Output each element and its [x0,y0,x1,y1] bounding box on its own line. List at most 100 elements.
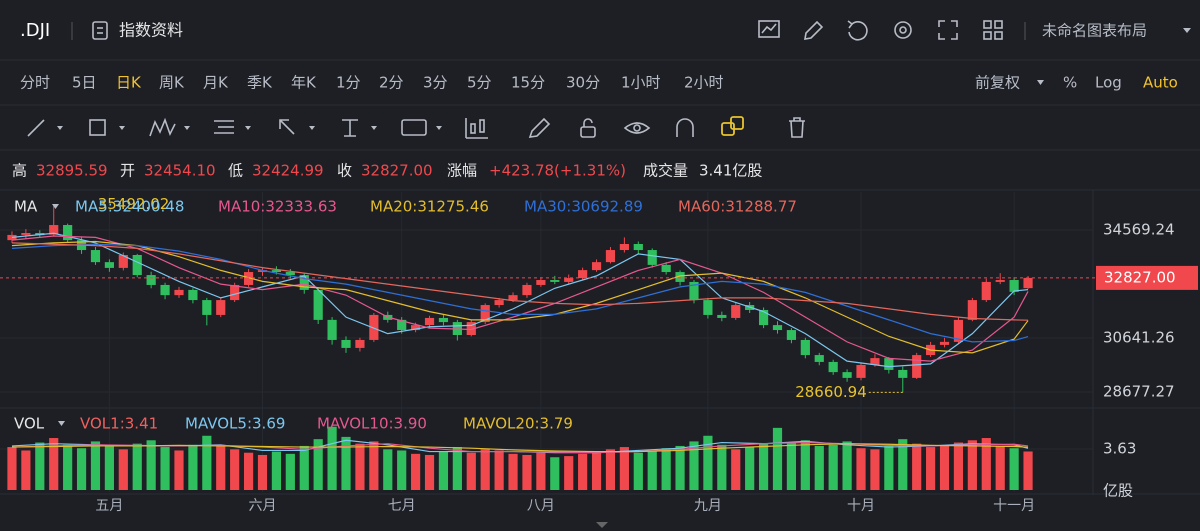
ma-line [11,235,1029,362]
rect-tool[interactable] [89,119,125,136]
arrow-tool[interactable] [279,119,315,135]
period-button[interactable]: 日K [116,74,142,92]
candle-body [118,254,128,268]
candle-body [369,314,379,340]
symbol[interactable]: .DJI [20,20,50,41]
period-button[interactable]: 年K [291,74,317,92]
volume-bar [452,447,462,490]
candle-body [257,270,268,273]
period-button[interactable]: 5分 [467,74,492,92]
candle-body [216,300,226,315]
legend-entry: MA30:30692.89 [524,198,643,216]
adjust-button[interactable]: 前复权 [975,74,1020,92]
fullscreen-icon[interactable] [938,20,958,40]
quote-label: 涨幅 [447,162,477,180]
period-button[interactable]: 3分 [423,74,448,92]
period-button[interactable]: 2小时 [684,74,724,92]
candle-body [898,369,908,378]
indicator-label[interactable]: MA [14,198,38,216]
volume-bar [1009,448,1019,490]
legend-entry: MA10:32333.63 [218,198,337,216]
ma-line [11,240,1029,354]
y-tick-label: 30641.26 [1103,328,1175,346]
magnet-tool[interactable] [676,118,694,137]
quote-value: 32454.10 [144,162,216,180]
ma-line [11,243,1029,343]
layout-name[interactable]: 未命名图表布局 [1042,22,1147,40]
price-label-tool[interactable] [401,119,442,136]
volume-bar [104,445,114,490]
fib-tool[interactable] [214,120,251,134]
volume-bar [884,445,894,490]
text-tool[interactable] [342,119,377,137]
dropdown-arrow[interactable] [1183,28,1191,33]
settings-icon[interactable] [894,21,912,39]
volume-bar [271,451,282,490]
quote-value: 32895.59 [36,162,108,180]
legend-entry: MA60:31288.77 [678,198,797,216]
volume-bar [967,440,977,490]
layout-icon[interactable] [983,20,1003,40]
quote-label: 成交量 [643,162,688,180]
indicator-label[interactable]: VOL [14,415,45,433]
candle-body [842,372,852,378]
delete-tool[interactable] [789,117,805,138]
info-button[interactable]: 指数资料 [119,21,183,40]
candle-body [967,300,977,320]
candle-body [772,325,783,331]
undo-icon[interactable] [847,20,868,41]
dropdown-arrow[interactable] [52,204,59,209]
candle-body [995,280,1005,282]
candle-body [132,254,142,276]
period-button[interactable]: 1小时 [621,74,661,92]
period-button[interactable]: 分时 [20,74,50,92]
period-button[interactable]: 5日 [72,74,97,92]
period-button[interactable]: 30分 [566,74,600,92]
candle-body [243,272,254,285]
candle-body [912,355,922,378]
chart-icon[interactable] [758,20,780,38]
dropdown-arrow[interactable] [1037,80,1044,85]
candle-body [591,262,602,271]
y-tick-label: 34569.24 [1103,220,1175,238]
x-tick-label: 七月 [388,498,416,514]
visibility-tool[interactable] [623,122,651,134]
log-button[interactable]: Log [1095,74,1122,92]
volume-bar [675,445,685,490]
period-button[interactable]: 1分 [336,74,361,92]
dropdown-arrow[interactable] [58,421,65,426]
volume-bar [21,450,31,490]
pattern-tool[interactable] [149,117,190,137]
collapse-arrow[interactable] [596,522,608,528]
lock-tool[interactable] [580,118,596,138]
candle-body [689,281,699,301]
volume-bar [758,443,769,490]
line-tool[interactable] [27,119,63,137]
candle-body [397,319,407,331]
y-tick-label: 3.63 [1103,439,1136,457]
volume-bar [35,442,45,490]
group-tool[interactable] [721,116,744,136]
candle-body [104,262,114,268]
period-button[interactable]: 2分 [379,74,404,92]
info-icon[interactable] [92,21,108,40]
high-annotation: 35492.02 [98,195,170,213]
volume-bar [508,453,518,490]
brush-tool[interactable] [528,117,551,138]
period-button[interactable]: 15分 [511,74,545,92]
candle-body [411,325,421,331]
period-button[interactable]: 月K [203,74,229,92]
period-button[interactable]: 季K [247,74,273,92]
candle-body [884,358,894,370]
low-annotation: 28660.94 [795,383,867,401]
candle-body [174,289,184,296]
auto-button[interactable]: Auto [1143,74,1178,92]
period-button[interactable]: 周K [159,74,185,92]
candle-body [786,330,797,340]
percent-button[interactable]: % [1063,74,1077,92]
volume-bar [327,426,337,490]
edit-icon[interactable] [804,20,824,40]
volume-bar [870,449,880,490]
volume-bar [76,448,87,490]
candle-tool[interactable] [465,118,488,139]
